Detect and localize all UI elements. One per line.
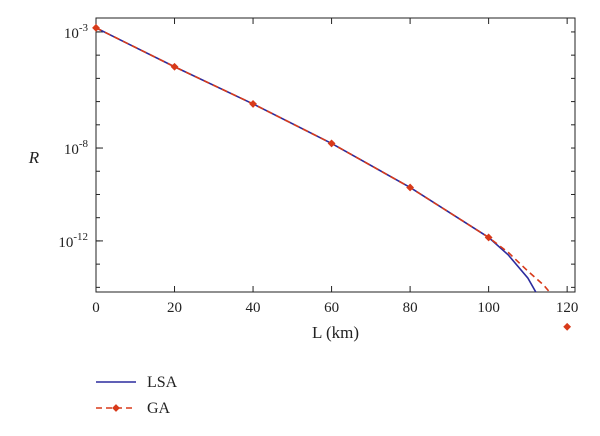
legend: LSA GA (96, 374, 178, 417)
labels: L (km) R (28, 148, 359, 342)
x-axis-title: L (km) (312, 323, 359, 342)
series-marker-ga (249, 100, 257, 108)
y-tick-label: 10-12 (58, 231, 88, 251)
series-marker-ga (92, 23, 100, 32)
legend-label-ga: GA (147, 400, 171, 417)
series-layer (92, 23, 572, 331)
x-tick-label: 80 (403, 300, 418, 316)
x-tick-label: 60 (324, 300, 339, 316)
legend-label-lsa: LSA (147, 374, 178, 391)
y-tick-label: 10-8 (64, 138, 89, 158)
series-marker-ga (484, 233, 493, 242)
plot-frame (95, 17, 576, 293)
x-tick-label: 100 (477, 300, 500, 316)
series-marker-ga (406, 183, 415, 192)
y-tick-base: 10 (64, 26, 79, 42)
x-tick-label: 20 (167, 300, 182, 316)
legend-marker-ga (112, 404, 120, 412)
y-axis-title: R (28, 148, 40, 167)
y-tick-exponent: -12 (73, 231, 88, 243)
x-tick-label: 120 (556, 300, 579, 316)
x-tick-label: 40 (246, 300, 261, 316)
y-tick-exponent: -8 (79, 138, 89, 150)
y-tick-base: 10 (64, 142, 79, 158)
series-marker-ga (327, 139, 336, 148)
y-tick-base: 10 (58, 235, 73, 251)
y-tick-exponent: -3 (79, 22, 89, 34)
x-tick-label: 0 (92, 300, 100, 316)
series-marker-ga (563, 322, 572, 331)
y-tick-label: 10-3 (64, 22, 89, 42)
series-marker-ga (170, 62, 179, 71)
series-line-ga (96, 27, 551, 292)
